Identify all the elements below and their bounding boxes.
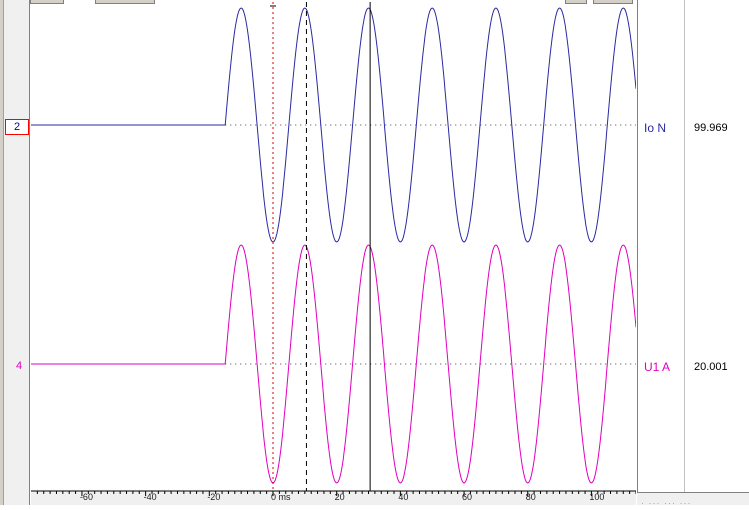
toolbar-tab-right-b[interactable] xyxy=(593,0,633,4)
toolbar-tab-left[interactable] xyxy=(30,0,64,4)
signal-name-io-n[interactable]: Io N xyxy=(644,121,667,135)
axis-tick-label: -40 xyxy=(144,492,157,502)
time-axis-bg xyxy=(31,491,636,505)
status-strip: · ··· ··· ··· xyxy=(637,492,749,508)
axis-tick-label: 100 xyxy=(589,492,604,502)
signal-value-u1-a: 20.001 xyxy=(694,361,728,373)
axis-tick-label: 20 xyxy=(335,492,345,502)
toolbar-tab-right-a[interactable] xyxy=(565,0,587,4)
signal-name-u1-a[interactable]: U1 A xyxy=(644,360,671,374)
trace-io-n xyxy=(31,7,637,243)
axis-tick-label: 60 xyxy=(462,492,472,502)
panel-divider xyxy=(684,0,685,492)
signal-info-panel: Io N 99.969 U1 A 20.001 xyxy=(637,0,749,505)
axis-tick-label: 80 xyxy=(526,492,536,502)
signal-value-io-n: 99.969 xyxy=(694,122,728,134)
axis-tick-label: 0 ms xyxy=(271,492,291,502)
channel-number-rail xyxy=(0,0,30,505)
trace-u1-a xyxy=(31,244,637,484)
channel-2-selector[interactable]: 2 xyxy=(5,119,29,135)
axis-tick-label: -20 xyxy=(207,492,220,502)
rail-edge xyxy=(0,0,4,505)
waveform-svg[interactable]: -60 -40 -20 0 ms 20 40 60 80 100 xyxy=(31,0,637,505)
status-text: · ··· ··· ··· xyxy=(641,498,692,508)
waveform-plot[interactable]: -60 -40 -20 0 ms 20 40 60 80 100 xyxy=(31,0,637,505)
toolbar-tab-mid[interactable] xyxy=(95,0,155,4)
axis-tick-label: -60 xyxy=(80,492,93,502)
channel-4-selector[interactable]: 4 xyxy=(15,360,23,372)
axis-tick-label: 40 xyxy=(398,492,408,502)
